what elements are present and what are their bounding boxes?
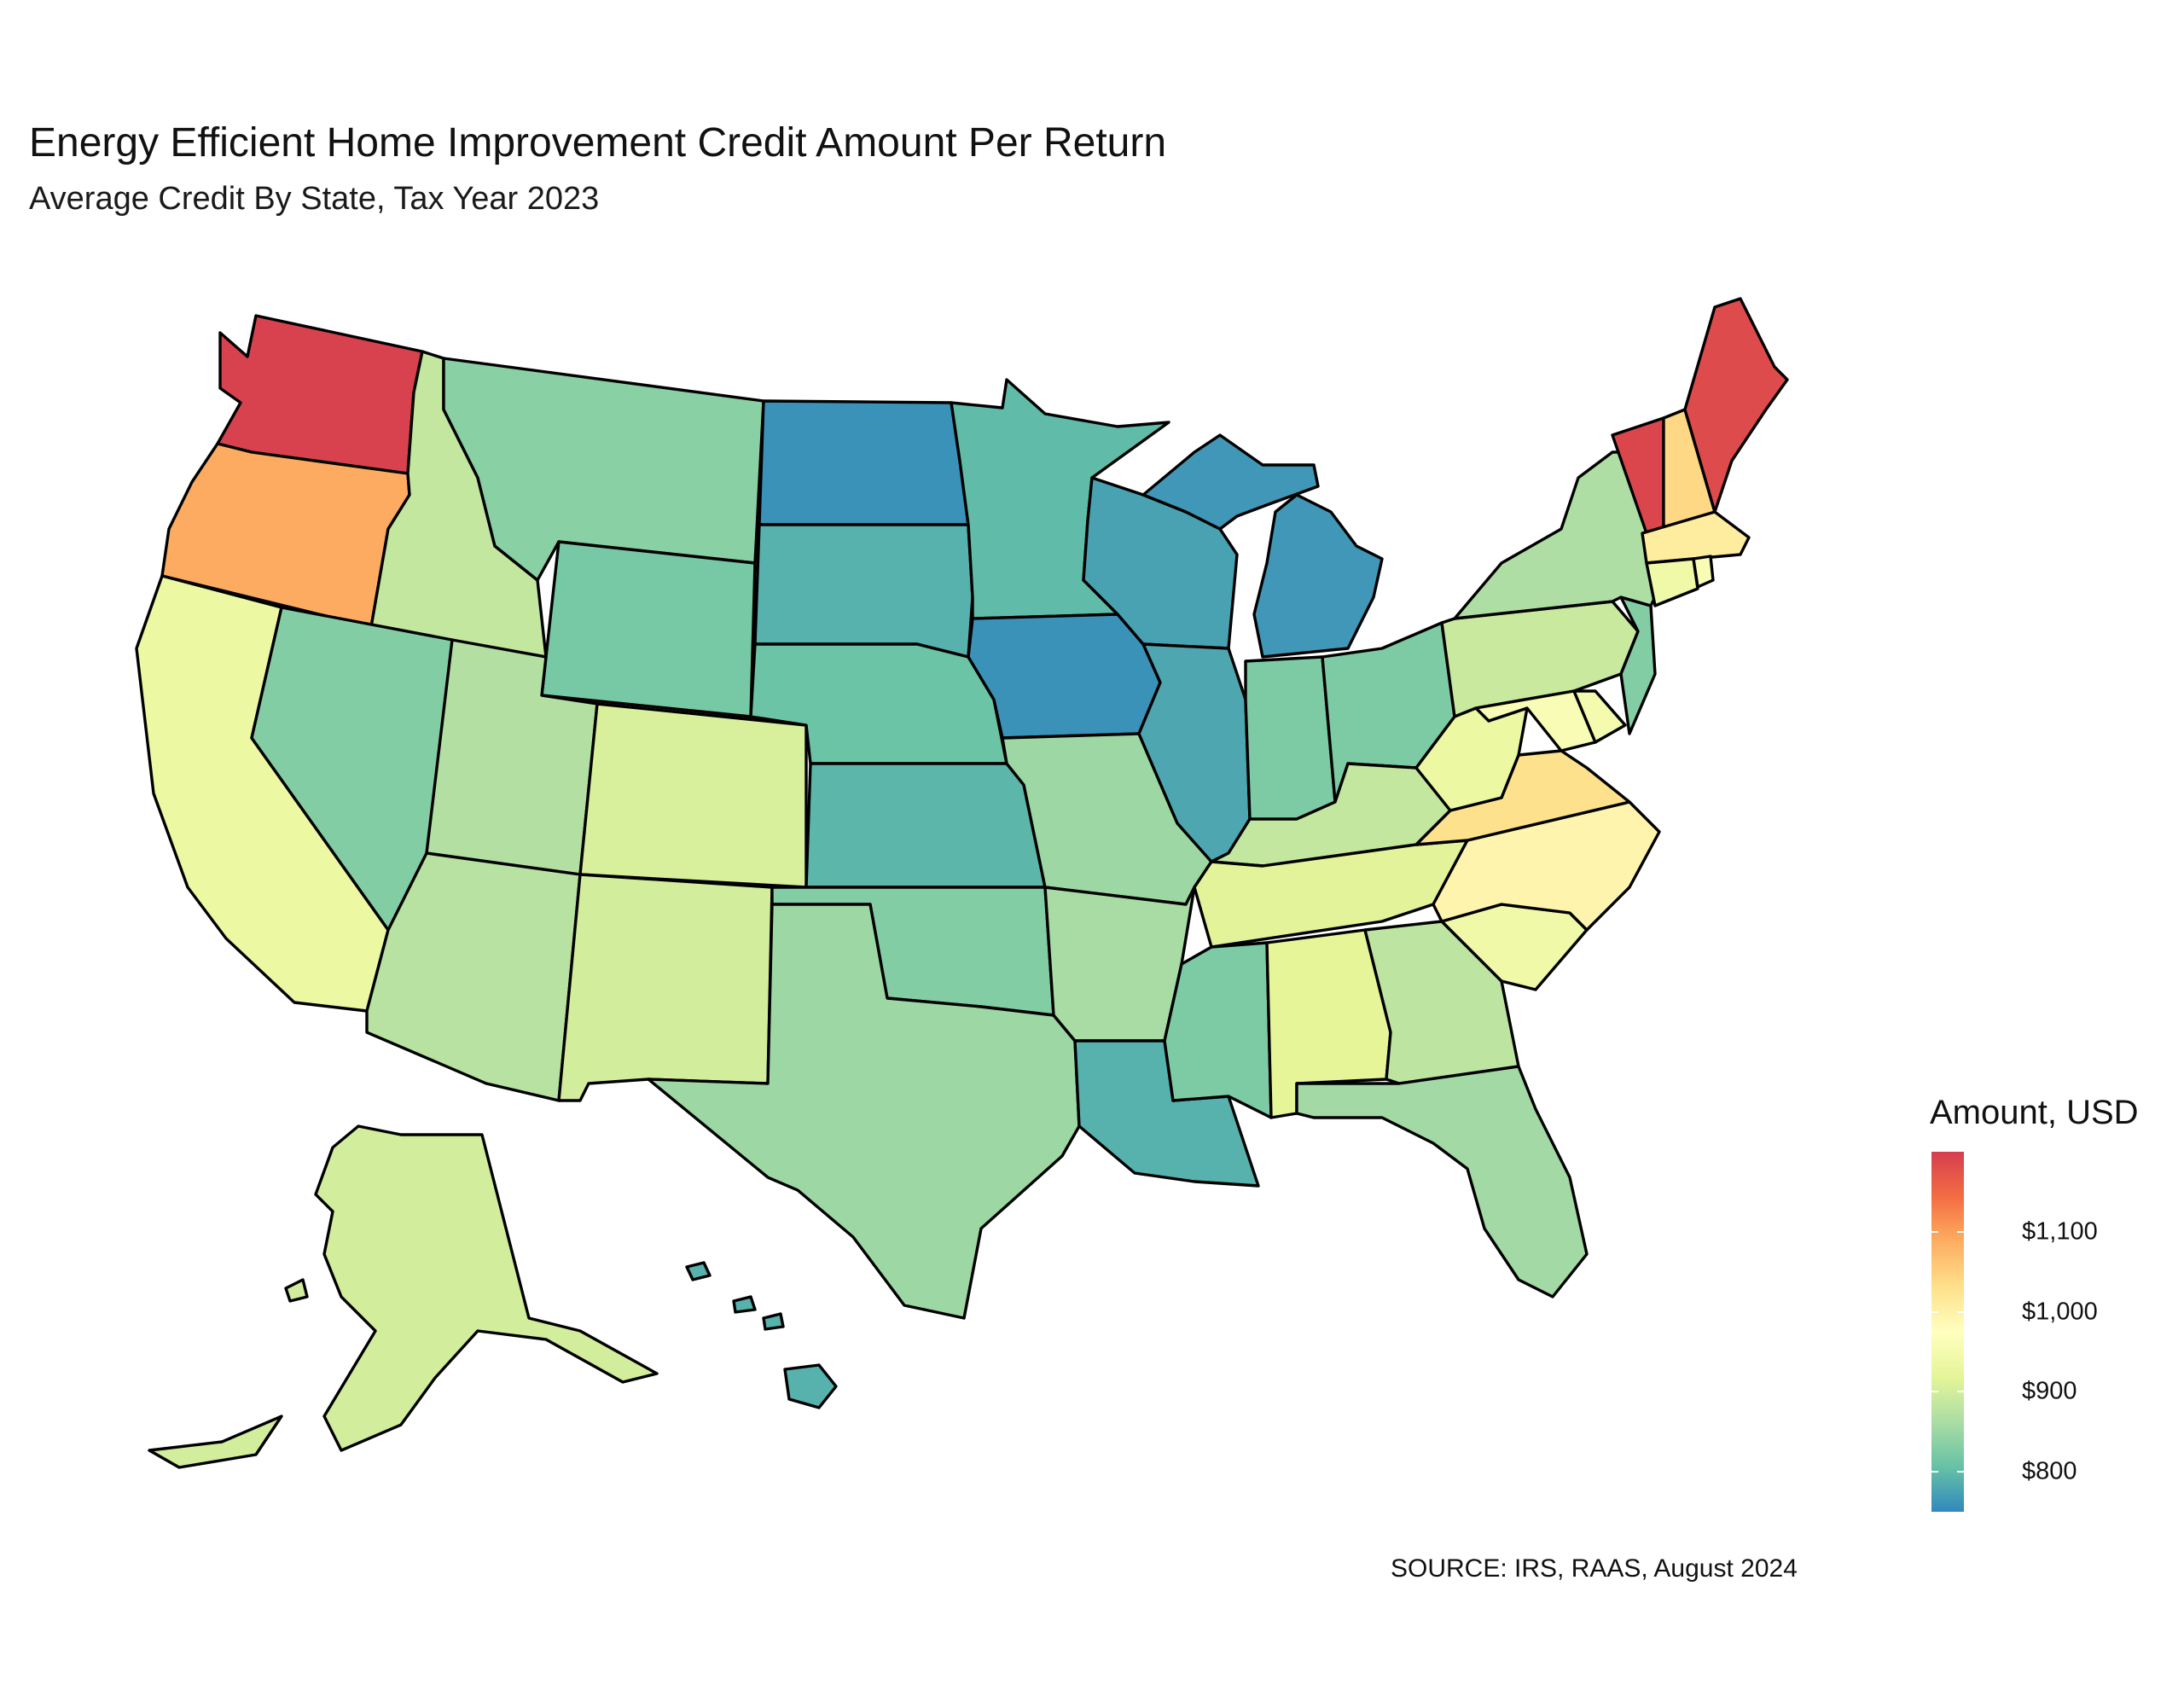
state-ak-island [284, 1278, 309, 1303]
state-co [578, 702, 808, 889]
source-note: SOURCE: IRS, RAAS, August 2024 [1391, 1554, 1798, 1583]
legend-title: Amount, USD [1930, 1094, 2139, 1131]
state-mi [1252, 493, 1384, 659]
state-me [1683, 297, 1789, 514]
state-nd [758, 399, 970, 526]
state-ri [1692, 555, 1715, 589]
legend-tick-label: $1,000 [2022, 1298, 2098, 1326]
state-hi-island [762, 1312, 785, 1331]
legend-tick-label: $900 [2022, 1377, 2077, 1405]
state-in [1244, 655, 1337, 825]
state-de [1572, 689, 1627, 744]
state-ms [1163, 941, 1273, 1119]
chart-subtitle: Average Credit By State, Tax Year 2023 [29, 181, 600, 217]
state-ia [967, 613, 1162, 740]
chart-title: Energy Efficient Home Improvement Credit… [29, 120, 1167, 166]
state-ak [314, 1124, 659, 1452]
legend-tick-label: $1,100 [2022, 1217, 2098, 1246]
state-ct [1645, 557, 1699, 607]
state-sd [753, 523, 974, 659]
state-hi-island [685, 1261, 712, 1281]
state-ma [1641, 510, 1751, 565]
state-wy [540, 540, 757, 718]
state-mi-up [1141, 433, 1320, 531]
legend-tick-label: $800 [2022, 1457, 2077, 1485]
state-nm [557, 873, 774, 1102]
state-tx [647, 903, 1081, 1320]
state-hi [783, 1363, 838, 1409]
state-ks [804, 762, 1047, 889]
state-ak-island [148, 1415, 283, 1469]
state-hi-island [732, 1295, 757, 1314]
legend-colorbar [1931, 1152, 1964, 1512]
state-fl [1295, 1065, 1589, 1298]
